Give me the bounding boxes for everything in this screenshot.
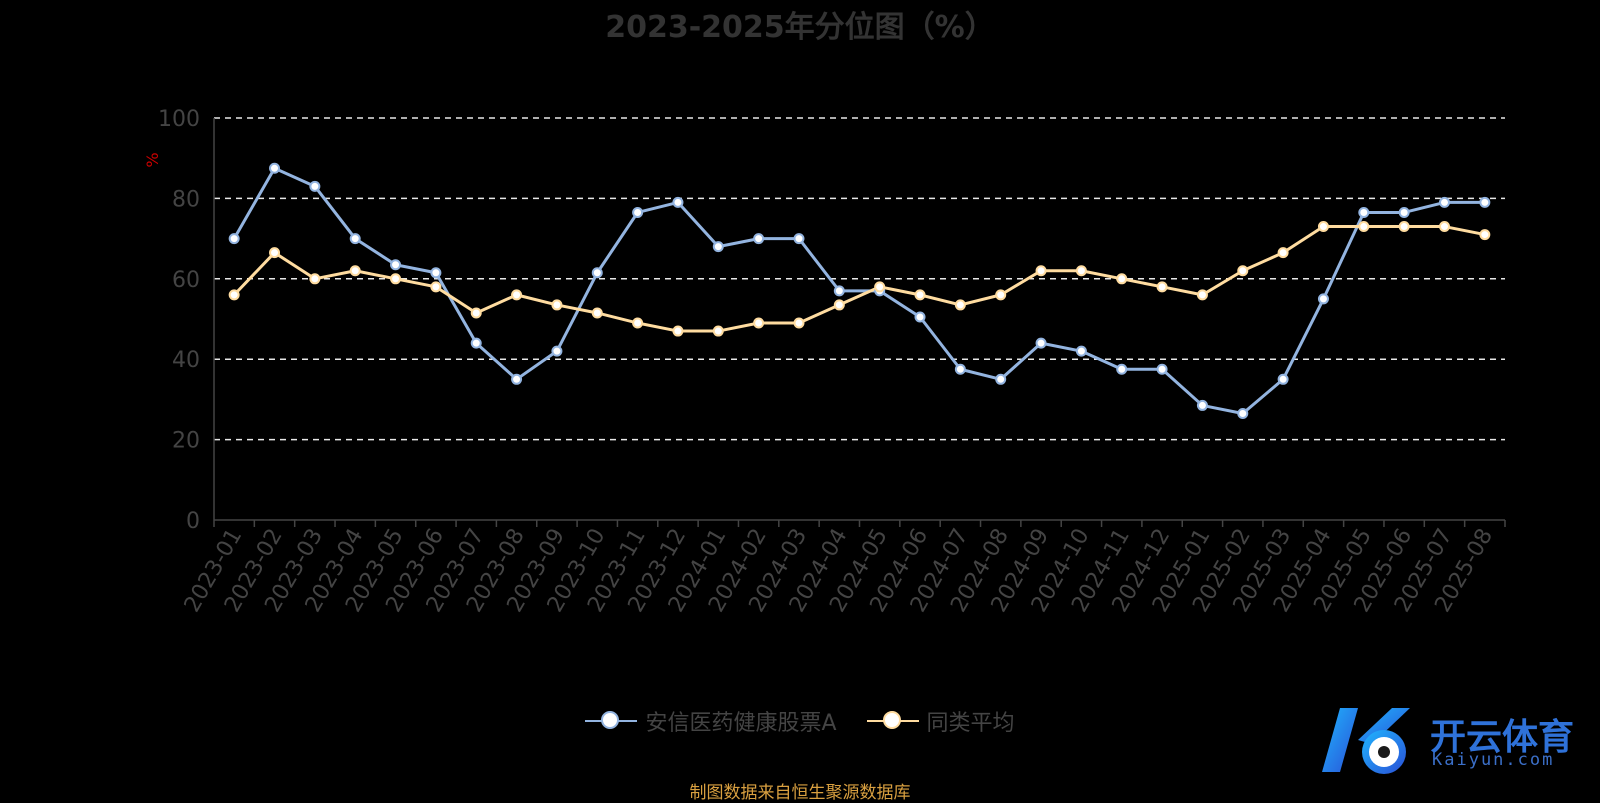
data-point bbox=[269, 247, 281, 259]
data-point bbox=[672, 196, 684, 208]
y-axis-unit: % bbox=[143, 152, 162, 167]
data-point bbox=[1277, 247, 1289, 259]
data-point bbox=[470, 337, 482, 349]
data-point bbox=[954, 299, 966, 311]
data-point bbox=[753, 317, 765, 329]
data-point bbox=[1075, 265, 1087, 277]
data-point bbox=[1398, 206, 1410, 218]
data-point bbox=[511, 373, 523, 385]
data-point bbox=[591, 307, 603, 319]
data-point bbox=[914, 289, 926, 301]
brand-logo: 开云体育 Kaiyun.com bbox=[1310, 700, 1590, 780]
y-tick-label: 0 bbox=[186, 509, 200, 534]
data-point bbox=[753, 233, 765, 245]
data-point bbox=[470, 307, 482, 319]
data-point bbox=[1277, 373, 1289, 385]
data-point bbox=[1479, 196, 1491, 208]
brand-logo-icon bbox=[1322, 708, 1410, 774]
data-point bbox=[1358, 221, 1370, 233]
data-point bbox=[309, 180, 321, 192]
data-point bbox=[390, 273, 402, 285]
series-line bbox=[233, 225, 1486, 333]
data-point bbox=[1438, 221, 1450, 233]
data-point bbox=[228, 233, 240, 245]
data-point bbox=[995, 373, 1007, 385]
data-point bbox=[511, 289, 523, 301]
data-point bbox=[712, 241, 724, 253]
data-point bbox=[833, 285, 845, 297]
legend-item-series-1[interactable]: 安信医药健康股票A bbox=[585, 705, 837, 737]
data-point bbox=[1116, 363, 1128, 375]
data-point bbox=[1116, 273, 1128, 285]
legend-label: 安信医药健康股票A bbox=[645, 711, 837, 736]
data-point bbox=[632, 317, 644, 329]
data-point bbox=[1317, 293, 1329, 305]
data-point bbox=[309, 273, 321, 285]
data-point bbox=[349, 233, 361, 245]
data-point bbox=[1035, 337, 1047, 349]
data-point bbox=[712, 325, 724, 337]
legend: 安信医药健康股票A 同类平均 bbox=[0, 705, 1600, 737]
data-point bbox=[228, 289, 240, 301]
data-point bbox=[1479, 229, 1491, 241]
data-point bbox=[632, 206, 644, 218]
data-point bbox=[1196, 399, 1208, 411]
data-point bbox=[954, 363, 966, 375]
data-point bbox=[1358, 206, 1370, 218]
data-point bbox=[390, 259, 402, 271]
data-point bbox=[793, 317, 805, 329]
data-point bbox=[1035, 265, 1047, 277]
y-tick-label: 40 bbox=[172, 348, 200, 373]
data-point bbox=[874, 281, 886, 293]
data-point bbox=[269, 162, 281, 174]
data-point bbox=[591, 267, 603, 279]
data-point bbox=[1237, 265, 1249, 277]
brand-logo-cn: 开云体育 bbox=[1430, 717, 1575, 758]
data-point bbox=[551, 345, 563, 357]
data-point bbox=[430, 281, 442, 293]
y-tick-label: 60 bbox=[172, 268, 200, 293]
series-line bbox=[232, 166, 1485, 415]
y-tick-label: 100 bbox=[158, 107, 200, 132]
legend-marker-icon bbox=[585, 709, 638, 733]
data-point bbox=[833, 299, 845, 311]
data-point bbox=[1317, 221, 1329, 233]
data-point bbox=[914, 311, 926, 323]
data-point bbox=[1398, 221, 1410, 233]
data-point bbox=[1156, 281, 1168, 293]
data-point bbox=[430, 267, 442, 279]
data-point bbox=[1156, 363, 1168, 375]
legend-marker-icon bbox=[866, 709, 919, 733]
legend-label: 同类平均 bbox=[926, 711, 1015, 736]
data-point bbox=[551, 299, 563, 311]
y-tick-label: 20 bbox=[172, 429, 200, 454]
data-point bbox=[1075, 345, 1087, 357]
data-point bbox=[1438, 196, 1450, 208]
data-point bbox=[793, 233, 805, 245]
data-point bbox=[995, 289, 1007, 301]
data-point bbox=[672, 325, 684, 337]
legend-item-series-2[interactable]: 同类平均 bbox=[866, 705, 1015, 737]
data-point bbox=[349, 265, 361, 277]
y-tick-label: 80 bbox=[172, 187, 200, 212]
chart-title: 2023-2025年分位图（%） bbox=[605, 10, 995, 45]
source-note: 制图数据来自恒生聚源数据库 bbox=[689, 783, 911, 803]
data-point bbox=[1196, 289, 1208, 301]
data-point bbox=[1237, 407, 1249, 419]
brand-logo-en: Kaiyun.com bbox=[1432, 750, 1555, 770]
